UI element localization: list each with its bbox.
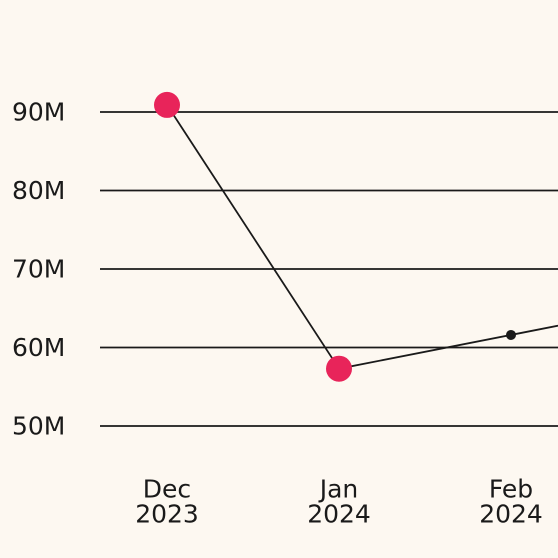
- highlighted-data-point: [326, 355, 352, 382]
- y-axis-tick-labels: 50M 60M 70M 80M 90M: [12, 98, 65, 441]
- highlighted-data-point: [154, 91, 180, 118]
- x-tick-label-month: Feb: [489, 475, 533, 504]
- y-tick-label: 80M: [12, 176, 65, 205]
- y-tick-label: 70M: [12, 255, 65, 284]
- series: [154, 91, 558, 382]
- y-tick-label: 50M: [12, 412, 65, 441]
- x-tick-label-year: 2024: [479, 500, 543, 529]
- y-tick-label: 60M: [12, 333, 65, 362]
- x-tick-label-month: Jan: [318, 475, 359, 504]
- y-tick-label: 90M: [12, 98, 65, 127]
- series-line: [166, 104, 558, 370]
- x-tick-label-year: 2024: [307, 500, 371, 529]
- data-point: [506, 329, 516, 340]
- x-tick-label-month: Dec: [143, 475, 191, 504]
- x-tick-label-year: 2023: [135, 500, 199, 529]
